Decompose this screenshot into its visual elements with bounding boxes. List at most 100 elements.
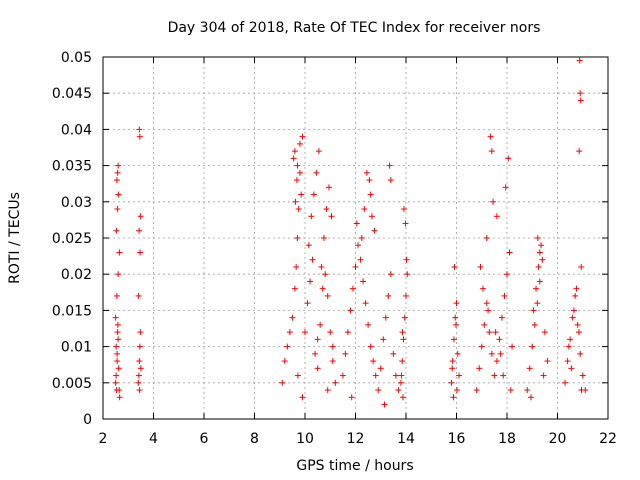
data-point — [535, 263, 542, 270]
y-tick-label: 0.015 — [52, 303, 92, 319]
data-point — [506, 249, 513, 256]
data-point — [487, 133, 494, 140]
data-point — [454, 387, 461, 394]
data-point — [113, 177, 120, 184]
data-point — [536, 249, 543, 256]
data-point — [368, 213, 375, 220]
data-point — [400, 206, 407, 213]
data-point — [473, 387, 480, 394]
data-point — [450, 394, 457, 401]
data-point — [509, 343, 516, 350]
data-point — [357, 256, 364, 263]
data-point — [375, 387, 382, 394]
data-point — [452, 314, 459, 321]
data-point — [294, 372, 301, 379]
data-point — [363, 169, 370, 176]
data-point — [136, 126, 143, 133]
data-point — [115, 271, 122, 278]
data-point — [365, 321, 372, 328]
data-point — [112, 379, 119, 386]
data-point — [348, 394, 355, 401]
data-point — [291, 285, 298, 292]
data-point — [539, 256, 546, 263]
data-point — [579, 372, 586, 379]
data-point — [137, 249, 144, 256]
data-point — [355, 242, 362, 249]
data-point — [490, 198, 497, 205]
data-point — [114, 169, 121, 176]
data-point — [317, 321, 324, 328]
data-point — [136, 358, 143, 365]
data-point — [344, 329, 351, 336]
data-point — [572, 292, 579, 299]
data-point — [385, 292, 392, 299]
data-point — [291, 148, 298, 155]
y-tick-label: 0.025 — [52, 231, 92, 247]
data-point — [450, 336, 457, 343]
data-point — [299, 394, 306, 401]
data-point — [114, 358, 121, 365]
x-axis-label: GPS time / hours — [296, 458, 413, 474]
data-point — [294, 235, 301, 241]
data-point — [115, 191, 122, 198]
data-point — [313, 169, 320, 176]
data-point — [325, 184, 332, 191]
data-point — [452, 321, 459, 328]
data-point — [349, 285, 356, 292]
x-tick-label: 18 — [498, 431, 516, 447]
data-point — [577, 90, 584, 97]
x-tick-label: 8 — [250, 431, 259, 447]
x-tick-label: 14 — [397, 431, 415, 447]
data-point — [304, 300, 311, 307]
data-point — [399, 394, 406, 401]
data-point — [342, 350, 349, 357]
data-point — [480, 285, 487, 292]
data-point — [362, 300, 369, 307]
data-point — [315, 148, 322, 155]
data-point — [372, 372, 379, 379]
y-tick-label: 0.04 — [61, 122, 92, 138]
data-point — [310, 191, 317, 198]
data-point — [332, 379, 339, 386]
data-point — [358, 235, 365, 241]
data-point — [486, 329, 493, 336]
data-point — [289, 314, 296, 321]
data-point — [576, 148, 583, 155]
data-point — [578, 387, 585, 394]
y-axis-ticks: 0 0.005 0.01 0.015 0.02 0.025 0.03 0.035 0.04 0.0… — [52, 50, 608, 428]
data-point — [577, 350, 584, 357]
data-point — [540, 372, 547, 379]
data-point — [493, 358, 500, 365]
data-point — [367, 343, 374, 350]
data-point — [496, 336, 503, 343]
data-point — [286, 329, 293, 336]
data-point — [483, 300, 490, 307]
data-point — [573, 285, 580, 292]
grid-lines — [103, 57, 608, 419]
x-tick-label: 2 — [99, 431, 108, 447]
data-point — [575, 329, 582, 336]
data-point — [533, 285, 540, 292]
data-point — [493, 213, 500, 220]
data-point — [116, 387, 123, 394]
data-point — [400, 336, 407, 343]
data-point — [361, 206, 368, 213]
data-point — [137, 329, 144, 336]
data-point — [324, 387, 331, 394]
data-point — [279, 379, 286, 386]
data-point — [501, 292, 508, 299]
data-point — [538, 242, 545, 249]
data-point — [112, 314, 119, 321]
data-point — [395, 387, 402, 394]
data-point — [329, 358, 336, 365]
data-point — [570, 307, 577, 314]
data-point — [136, 343, 143, 350]
data-point — [281, 358, 288, 365]
x-tick-label: 12 — [347, 431, 365, 447]
y-axis-label: ROTI / TECUs — [7, 192, 23, 284]
data-point — [398, 372, 405, 379]
data-point — [502, 184, 509, 191]
data-point — [115, 365, 122, 372]
data-point — [309, 256, 316, 263]
y-tick-label: 0.02 — [61, 267, 92, 283]
